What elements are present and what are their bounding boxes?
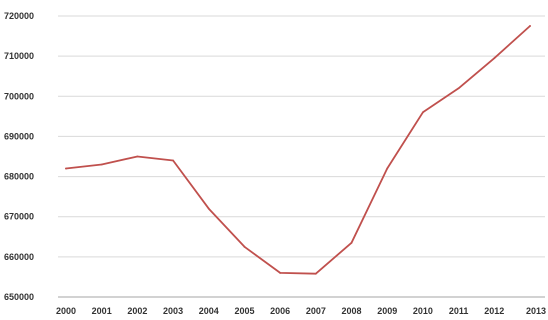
data-point <box>422 111 424 114</box>
data-point <box>529 25 531 27</box>
y-tick-label: 710000 <box>4 51 34 61</box>
data-point <box>207 207 210 210</box>
data-point <box>457 87 460 90</box>
x-tick-label: 2000 <box>56 306 76 316</box>
data-point <box>172 159 174 162</box>
x-tick-label: 2004 <box>199 306 219 316</box>
x-tick-label: 2007 <box>306 306 326 316</box>
y-tick-label: 680000 <box>4 172 34 182</box>
data-point <box>314 272 317 275</box>
x-tick-label: 2008 <box>342 306 362 316</box>
x-tick-label: 2002 <box>127 306 147 316</box>
y-axis-tick-labels: 650000 660000 670000 680000 690000 700000 7100… <box>4 11 34 302</box>
x-tick-label: 2009 <box>377 306 397 316</box>
y-tick-label: 720000 <box>4 11 34 21</box>
data-point <box>493 57 496 60</box>
y-tick-label: 690000 <box>4 131 34 141</box>
x-axis-tick-labels: 2000 2001 2002 2003 2004 2005 2006 2007 2008 2009… <box>56 306 546 316</box>
x-tick-label: 2003 <box>163 306 183 316</box>
x-tick-label: 2013 <box>526 306 546 316</box>
x-tick-label: 2011 <box>449 306 469 316</box>
x-tick-label: 2010 <box>413 306 433 316</box>
data-point <box>350 241 353 244</box>
y-tick-label: 700000 <box>4 91 34 101</box>
x-tick-label: 2006 <box>270 306 290 316</box>
gridlines <box>58 15 545 258</box>
x-tick-label: 2005 <box>234 306 254 316</box>
data-points <box>65 25 531 275</box>
y-tick-label: 650000 <box>4 292 34 302</box>
data-point <box>386 167 389 170</box>
y-tick-label: 660000 <box>4 252 34 262</box>
data-point <box>279 272 282 274</box>
x-tick-label: 2001 <box>92 306 112 316</box>
x-tick-label: 2012 <box>484 306 504 316</box>
data-point <box>136 155 139 158</box>
series-line <box>65 25 531 275</box>
data-point <box>65 167 67 170</box>
data-point <box>243 245 246 248</box>
y-tick-label: 670000 <box>4 212 34 222</box>
data-point <box>100 163 103 166</box>
